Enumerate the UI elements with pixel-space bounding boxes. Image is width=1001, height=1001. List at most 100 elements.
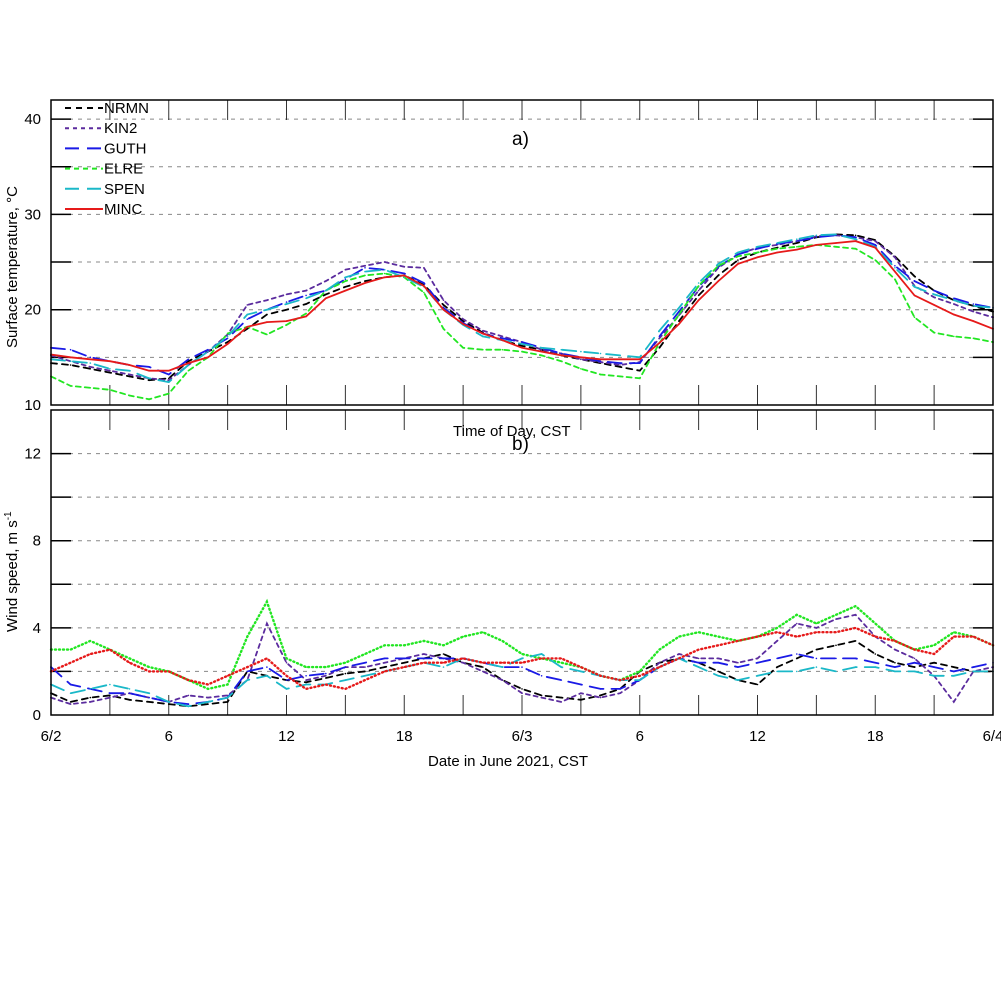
data-point-kin2 xyxy=(285,661,288,664)
data-point-spen xyxy=(580,670,582,673)
data-point-nrmn xyxy=(285,308,288,311)
data-point-elre xyxy=(462,635,464,638)
legend-label: KIN2 xyxy=(104,120,137,137)
data-point-spen xyxy=(953,299,955,302)
data-point-spen xyxy=(815,234,818,237)
data-point-kin2 xyxy=(953,303,955,305)
data-point-guth xyxy=(658,335,661,338)
data-point-minc xyxy=(521,661,523,664)
data-point-minc xyxy=(560,354,563,357)
data-point-guth xyxy=(796,240,798,242)
data-point-minc xyxy=(953,313,955,316)
data-point-nrmn xyxy=(168,377,170,380)
data-point-minc xyxy=(717,644,720,647)
y-tick-labels-panel-b: 0 4 8 12 xyxy=(24,446,41,724)
data-point-elre xyxy=(109,389,111,391)
data-point-spen xyxy=(972,305,975,307)
data-point-nrmn xyxy=(226,701,229,703)
data-point-elre xyxy=(874,259,877,261)
data-point-spen xyxy=(403,276,406,279)
data-point-kin2 xyxy=(619,692,621,694)
data-point-guth xyxy=(69,683,72,686)
data-point-nrmn xyxy=(69,364,72,366)
data-point-kin2 xyxy=(560,701,563,703)
data-point-minc xyxy=(128,661,131,664)
data-point-guth xyxy=(894,265,896,267)
data-point-kin2 xyxy=(678,653,680,655)
data-point-guth xyxy=(874,661,877,664)
data-point-minc xyxy=(148,670,150,673)
data-point-spen xyxy=(697,282,700,284)
data-point-nrmn xyxy=(697,294,700,297)
x-tick-label: 6 xyxy=(636,728,644,745)
data-point-minc xyxy=(344,688,347,690)
data-point-minc xyxy=(697,299,700,302)
data-point-guth xyxy=(933,289,935,292)
data-point-minc xyxy=(913,294,916,297)
data-point-spen xyxy=(678,307,680,309)
data-point-minc xyxy=(423,285,425,287)
data-point-kin2 xyxy=(482,670,484,673)
data-point-elre xyxy=(580,368,582,370)
data-point-elre xyxy=(540,354,543,357)
data-point-spen xyxy=(756,246,759,248)
data-point-guth xyxy=(325,672,327,675)
data-point-nrmn xyxy=(89,368,92,370)
data-point-spen xyxy=(894,670,896,673)
data-point-guth xyxy=(953,670,955,673)
data-point-spen xyxy=(776,242,778,244)
data-point-nrmn xyxy=(344,672,347,675)
data-point-spen xyxy=(697,666,700,668)
x-tick-label: 6/2 xyxy=(41,728,62,745)
data-point-minc xyxy=(737,263,739,265)
x-tick-label: 12 xyxy=(749,728,766,745)
data-point-spen xyxy=(246,313,249,316)
data-point-spen xyxy=(187,705,190,708)
data-point-nrmn xyxy=(325,677,327,679)
data-point-nrmn xyxy=(560,696,563,699)
data-point-guth xyxy=(285,679,288,681)
data-point-kin2 xyxy=(266,299,268,302)
data-point-minc xyxy=(501,661,504,664)
data-point-spen xyxy=(482,335,484,338)
data-point-nrmn xyxy=(913,275,916,278)
data-point-minc xyxy=(364,282,366,284)
data-point-kin2 xyxy=(854,614,857,616)
data-point-kin2 xyxy=(109,369,111,372)
data-point-nrmn xyxy=(796,657,798,660)
data-point-spen xyxy=(383,268,386,271)
data-point-minc xyxy=(835,631,837,633)
data-point-guth xyxy=(933,666,935,668)
data-point-kin2 xyxy=(717,657,720,660)
data-point-minc xyxy=(737,640,739,642)
data-point-elre xyxy=(796,246,798,248)
series-panel-a xyxy=(50,233,994,401)
legend-label: SPEN xyxy=(104,181,145,198)
data-point-guth xyxy=(89,356,92,359)
data-point-elre xyxy=(482,348,484,351)
data-point-kin2 xyxy=(344,268,347,271)
y-tick-label: 40 xyxy=(24,111,41,128)
data-point-minc xyxy=(501,339,504,342)
data-point-minc xyxy=(953,635,955,638)
x-tick-labels-panel-b: 6/2 6 12 18 6/3 6 12 18 6/4 xyxy=(41,728,1001,745)
data-point-spen xyxy=(933,293,935,296)
data-point-guth xyxy=(737,253,739,256)
data-point-nrmn xyxy=(109,371,111,374)
data-point-minc xyxy=(933,304,935,306)
data-point-elre xyxy=(462,347,464,349)
data-point-nrmn xyxy=(325,293,327,296)
data-point-minc xyxy=(756,256,759,259)
data-point-nrmn xyxy=(737,259,739,261)
data-point-spen xyxy=(109,368,111,370)
data-point-spen xyxy=(168,381,170,383)
data-point-minc xyxy=(756,635,759,638)
data-point-elre xyxy=(658,648,661,651)
data-point-minc xyxy=(854,627,857,629)
data-point-guth xyxy=(717,661,720,664)
data-point-guth xyxy=(364,267,366,269)
data-point-spen xyxy=(69,360,72,363)
data-point-minc xyxy=(580,356,582,359)
data-point-elre xyxy=(344,280,347,282)
data-point-kin2 xyxy=(894,256,896,259)
